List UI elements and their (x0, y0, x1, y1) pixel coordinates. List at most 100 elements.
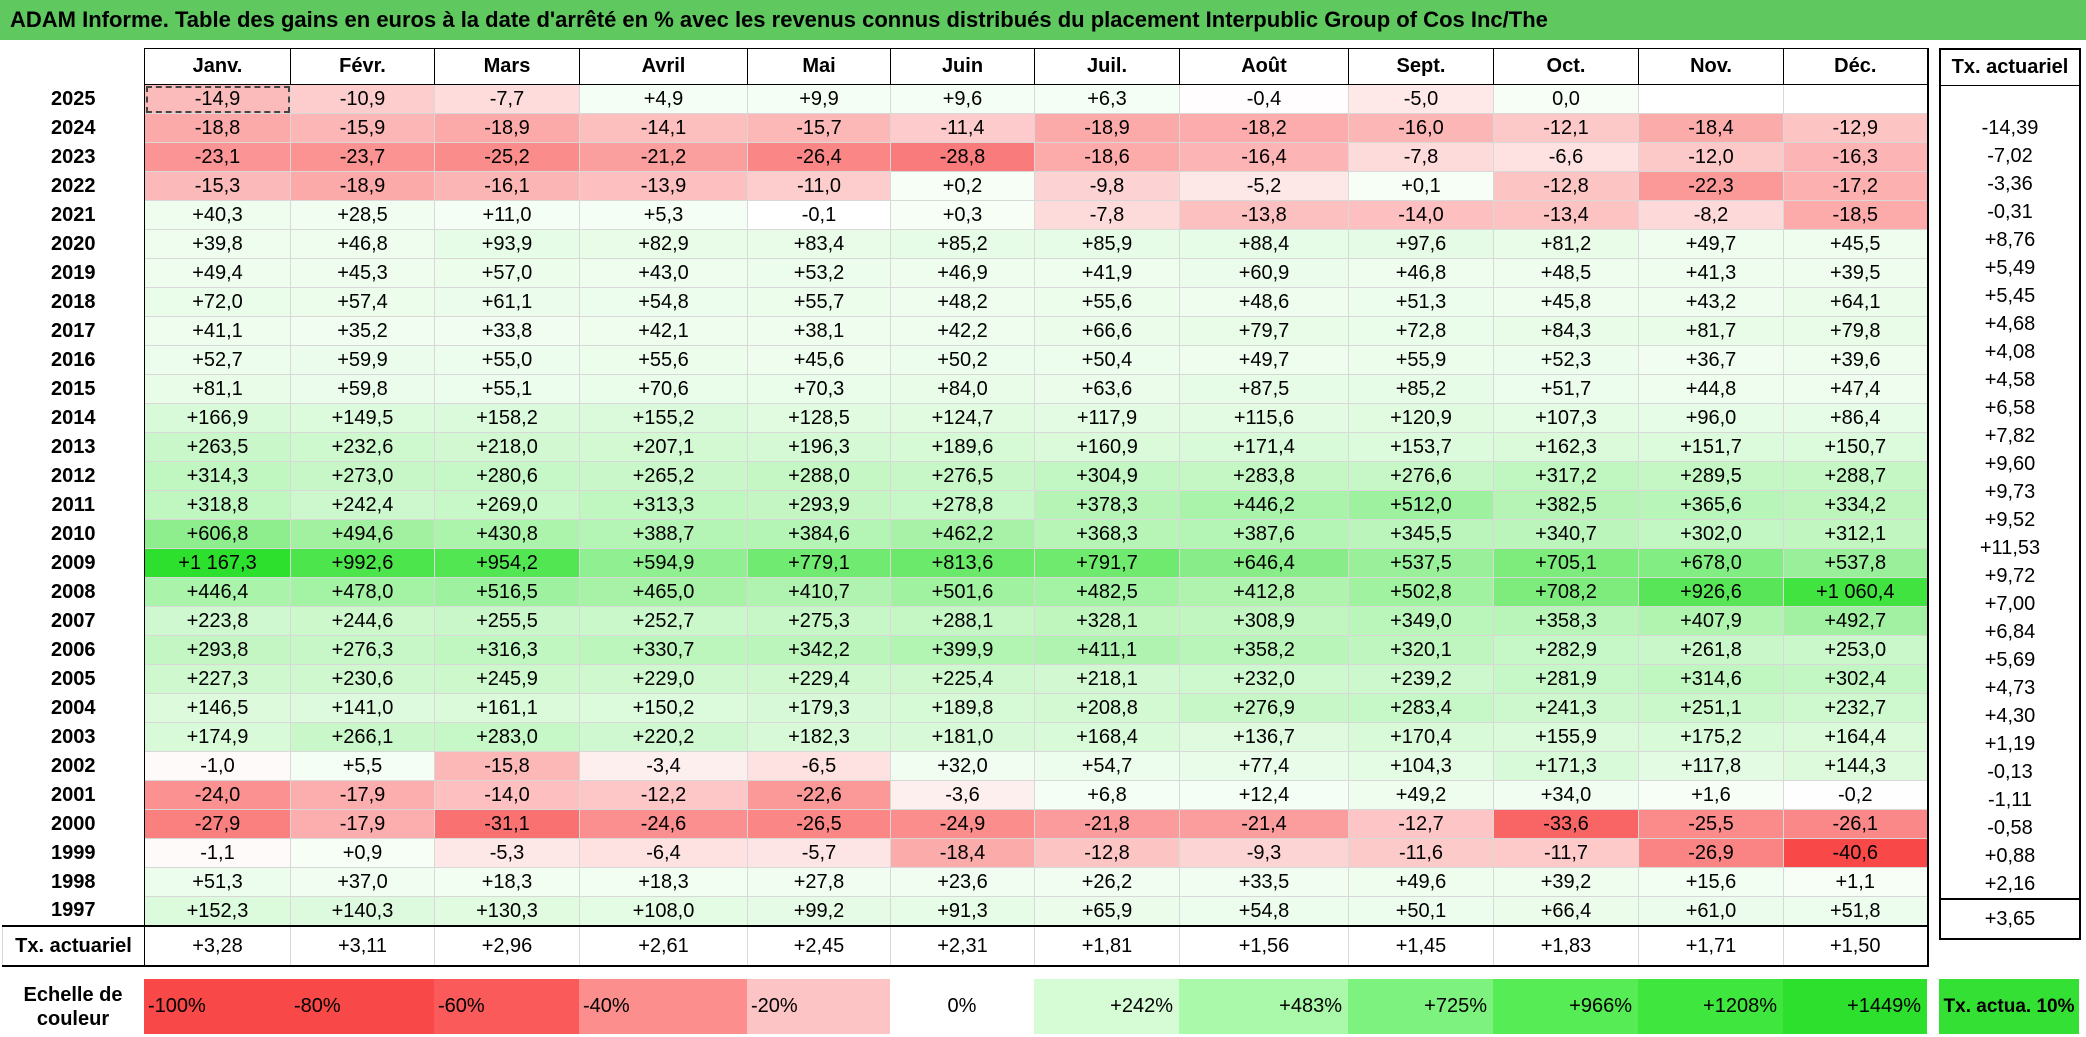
year-actuarial-rate[interactable]: -1,11 (1939, 786, 2081, 814)
gain-cell[interactable]: +162,3 (1493, 432, 1639, 462)
gain-cell[interactable]: +150,7 (1783, 432, 1929, 462)
gain-cell[interactable]: +293,8 (144, 635, 291, 665)
gain-cell[interactable]: +273,0 (290, 461, 435, 491)
gain-cell[interactable]: +96,0 (1638, 403, 1784, 433)
gain-cell[interactable]: +54,8 (1179, 896, 1349, 927)
gain-cell[interactable]: +46,8 (1348, 258, 1494, 288)
gain-cell[interactable]: -22,6 (747, 780, 891, 810)
gain-cell[interactable]: +462,2 (890, 519, 1035, 549)
gain-cell[interactable]: +276,5 (890, 461, 1035, 491)
gain-cell[interactable]: -14,9 (144, 84, 291, 114)
gain-cell[interactable]: +263,5 (144, 432, 291, 462)
gain-cell[interactable]: +5,5 (290, 751, 435, 781)
gain-cell[interactable]: -6,6 (1493, 142, 1639, 172)
gain-cell[interactable]: +52,3 (1493, 345, 1639, 375)
gain-cell[interactable]: +302,4 (1783, 664, 1929, 694)
gain-cell[interactable]: +49,2 (1348, 780, 1494, 810)
gain-cell[interactable]: -8,2 (1638, 200, 1784, 230)
gain-cell[interactable]: +42,2 (890, 316, 1035, 346)
actuarial-rate-cell[interactable]: +1,81 (1034, 925, 1180, 967)
gain-cell[interactable]: +501,6 (890, 577, 1035, 607)
gain-cell[interactable]: +265,2 (579, 461, 748, 491)
gain-cell[interactable]: +407,9 (1638, 606, 1784, 636)
gain-cell[interactable]: -24,0 (144, 780, 291, 810)
gain-cell[interactable]: +28,5 (290, 200, 435, 230)
gain-cell[interactable]: +39,2 (1493, 867, 1639, 897)
gain-cell[interactable]: +302,0 (1638, 519, 1784, 549)
year-actuarial-rate[interactable]: -3,36 (1939, 170, 2081, 198)
gain-cell[interactable]: -7,7 (434, 84, 580, 114)
gain-cell[interactable]: +51,8 (1783, 896, 1929, 927)
gain-cell[interactable]: +144,3 (1783, 751, 1929, 781)
gain-cell[interactable]: +18,3 (579, 867, 748, 897)
gain-cell[interactable]: +50,1 (1348, 896, 1494, 927)
gain-cell[interactable]: +349,0 (1348, 606, 1494, 636)
gain-cell[interactable]: +189,8 (890, 693, 1035, 723)
gain-cell[interactable]: +646,4 (1179, 548, 1349, 578)
gain-cell[interactable]: +388,7 (579, 519, 748, 549)
year-actuarial-rate[interactable]: +8,76 (1939, 226, 2081, 254)
gain-cell[interactable]: +61,0 (1638, 896, 1784, 927)
gain-cell[interactable]: +81,1 (144, 374, 291, 404)
gain-cell[interactable]: +51,3 (1348, 287, 1494, 317)
gain-cell[interactable]: +107,3 (1493, 403, 1639, 433)
gain-cell[interactable]: +334,2 (1783, 490, 1929, 520)
gain-cell[interactable]: +164,4 (1783, 722, 1929, 752)
gain-cell[interactable]: +482,5 (1034, 577, 1180, 607)
gain-cell[interactable]: +152,3 (144, 896, 291, 927)
gain-cell[interactable]: -5,3 (434, 838, 580, 868)
gain-cell[interactable]: +57,4 (290, 287, 435, 317)
year-actuarial-rate[interactable]: -0,31 (1939, 198, 2081, 226)
gain-cell[interactable]: +41,3 (1638, 258, 1784, 288)
year-actuarial-rate[interactable]: -7,02 (1939, 142, 2081, 170)
gain-cell[interactable]: +41,1 (144, 316, 291, 346)
gain-cell[interactable]: +358,3 (1493, 606, 1639, 636)
actuarial-rate-cell[interactable]: +2,45 (747, 925, 891, 967)
gain-cell[interactable]: -11,6 (1348, 838, 1494, 868)
gain-cell[interactable]: +18,3 (434, 867, 580, 897)
gain-cell[interactable]: +81,2 (1493, 229, 1639, 259)
gain-cell[interactable]: +61,1 (434, 287, 580, 317)
gain-cell[interactable]: +251,1 (1638, 693, 1784, 723)
gain-cell[interactable]: +97,6 (1348, 229, 1494, 259)
actuarial-rate-cell[interactable]: +1,56 (1179, 925, 1349, 967)
gain-cell[interactable]: +229,0 (579, 664, 748, 694)
gain-cell[interactable]: -9,3 (1179, 838, 1349, 868)
gain-cell[interactable]: +155,9 (1493, 722, 1639, 752)
year-actuarial-rate[interactable]: +7,82 (1939, 422, 2081, 450)
gain-cell[interactable]: +242,4 (290, 490, 435, 520)
gain-cell[interactable]: +345,5 (1348, 519, 1494, 549)
gain-cell[interactable]: +91,3 (890, 896, 1035, 927)
gain-cell[interactable]: +312,1 (1783, 519, 1929, 549)
gain-cell[interactable]: +384,6 (747, 519, 891, 549)
gain-cell[interactable]: +59,9 (290, 345, 435, 375)
gain-cell[interactable]: +276,9 (1179, 693, 1349, 723)
gain-cell[interactable]: +6,8 (1034, 780, 1180, 810)
year-actuarial-rate[interactable]: +9,60 (1939, 450, 2081, 478)
gain-cell[interactable]: -12,9 (1783, 113, 1929, 143)
gain-cell[interactable]: +64,1 (1783, 287, 1929, 317)
gain-cell[interactable]: -13,4 (1493, 200, 1639, 230)
gain-cell[interactable]: +266,1 (290, 722, 435, 752)
gain-cell[interactable]: +99,2 (747, 896, 891, 927)
gain-cell[interactable]: -26,4 (747, 142, 891, 172)
gain-cell[interactable]: +289,5 (1638, 461, 1784, 491)
gain-cell[interactable]: +926,6 (1638, 577, 1784, 607)
gain-cell[interactable]: +160,9 (1034, 432, 1180, 462)
gain-cell[interactable]: +182,3 (747, 722, 891, 752)
gain-cell[interactable]: +304,9 (1034, 461, 1180, 491)
gain-cell[interactable]: -17,9 (290, 809, 435, 839)
gain-cell[interactable]: +227,3 (144, 664, 291, 694)
gain-cell[interactable]: +150,2 (579, 693, 748, 723)
gain-cell[interactable]: 0,0 (1493, 84, 1639, 114)
gain-cell[interactable]: +223,8 (144, 606, 291, 636)
gain-cell[interactable]: -16,4 (1179, 142, 1349, 172)
gain-cell[interactable]: +678,0 (1638, 548, 1784, 578)
gain-cell[interactable]: +283,4 (1348, 693, 1494, 723)
year-actuarial-rate[interactable]: +5,45 (1939, 282, 2081, 310)
gain-cell[interactable]: +512,0 (1348, 490, 1494, 520)
gain-cell[interactable]: +317,2 (1493, 461, 1639, 491)
gain-cell[interactable]: +244,6 (290, 606, 435, 636)
gain-cell[interactable]: +12,4 (1179, 780, 1349, 810)
year-actuarial-rate[interactable]: +5,49 (1939, 254, 2081, 282)
